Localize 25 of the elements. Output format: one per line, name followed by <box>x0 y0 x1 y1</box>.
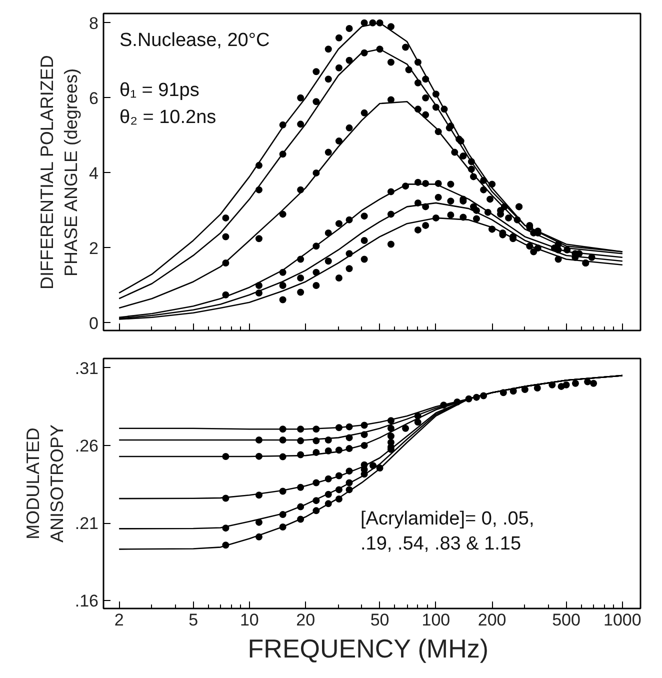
y-tick-label: .31 <box>74 358 99 378</box>
y-axis-title: MODULATED ANISOTROPY <box>22 424 67 543</box>
y-tick-label: 8 <box>89 14 99 33</box>
annotation: [Acrylamide]= 0, .05, .19, .54, .83 & 1.15 <box>360 508 534 555</box>
y-tick-label: .16 <box>74 592 99 611</box>
y-tick-label: .21 <box>74 514 99 534</box>
y-axis-title: DIFFERENTIAL POLARIZED PHASE ANGLE (degrees) <box>37 55 82 290</box>
annotation: θ₂ = 10.2ns <box>120 107 216 128</box>
x-tick-label: 500 <box>552 610 580 630</box>
annotation: S.Nuclease, 20°C <box>120 30 270 51</box>
annotation: θ₁ = 91ps <box>120 80 200 101</box>
x-axis-title: FREQUENCY (MHz) <box>248 634 489 664</box>
x-tick-label: 10 <box>240 610 259 630</box>
x-tick-label: 20 <box>296 610 316 630</box>
y-tick-label: 6 <box>89 88 99 108</box>
x-tick-label: 1000 <box>604 610 642 630</box>
y-tick-label: 2 <box>89 238 99 258</box>
x-tick-label: 200 <box>478 610 506 630</box>
y-tick-label: .26 <box>74 436 99 456</box>
y-tick-label: 0 <box>89 314 99 333</box>
x-tick-label: 100 <box>422 610 450 630</box>
x-tick-label: 2 <box>114 610 124 630</box>
x-tick-label: 5 <box>188 610 198 630</box>
y-tick-label: 4 <box>89 164 99 183</box>
x-tick-label: 50 <box>370 610 390 630</box>
